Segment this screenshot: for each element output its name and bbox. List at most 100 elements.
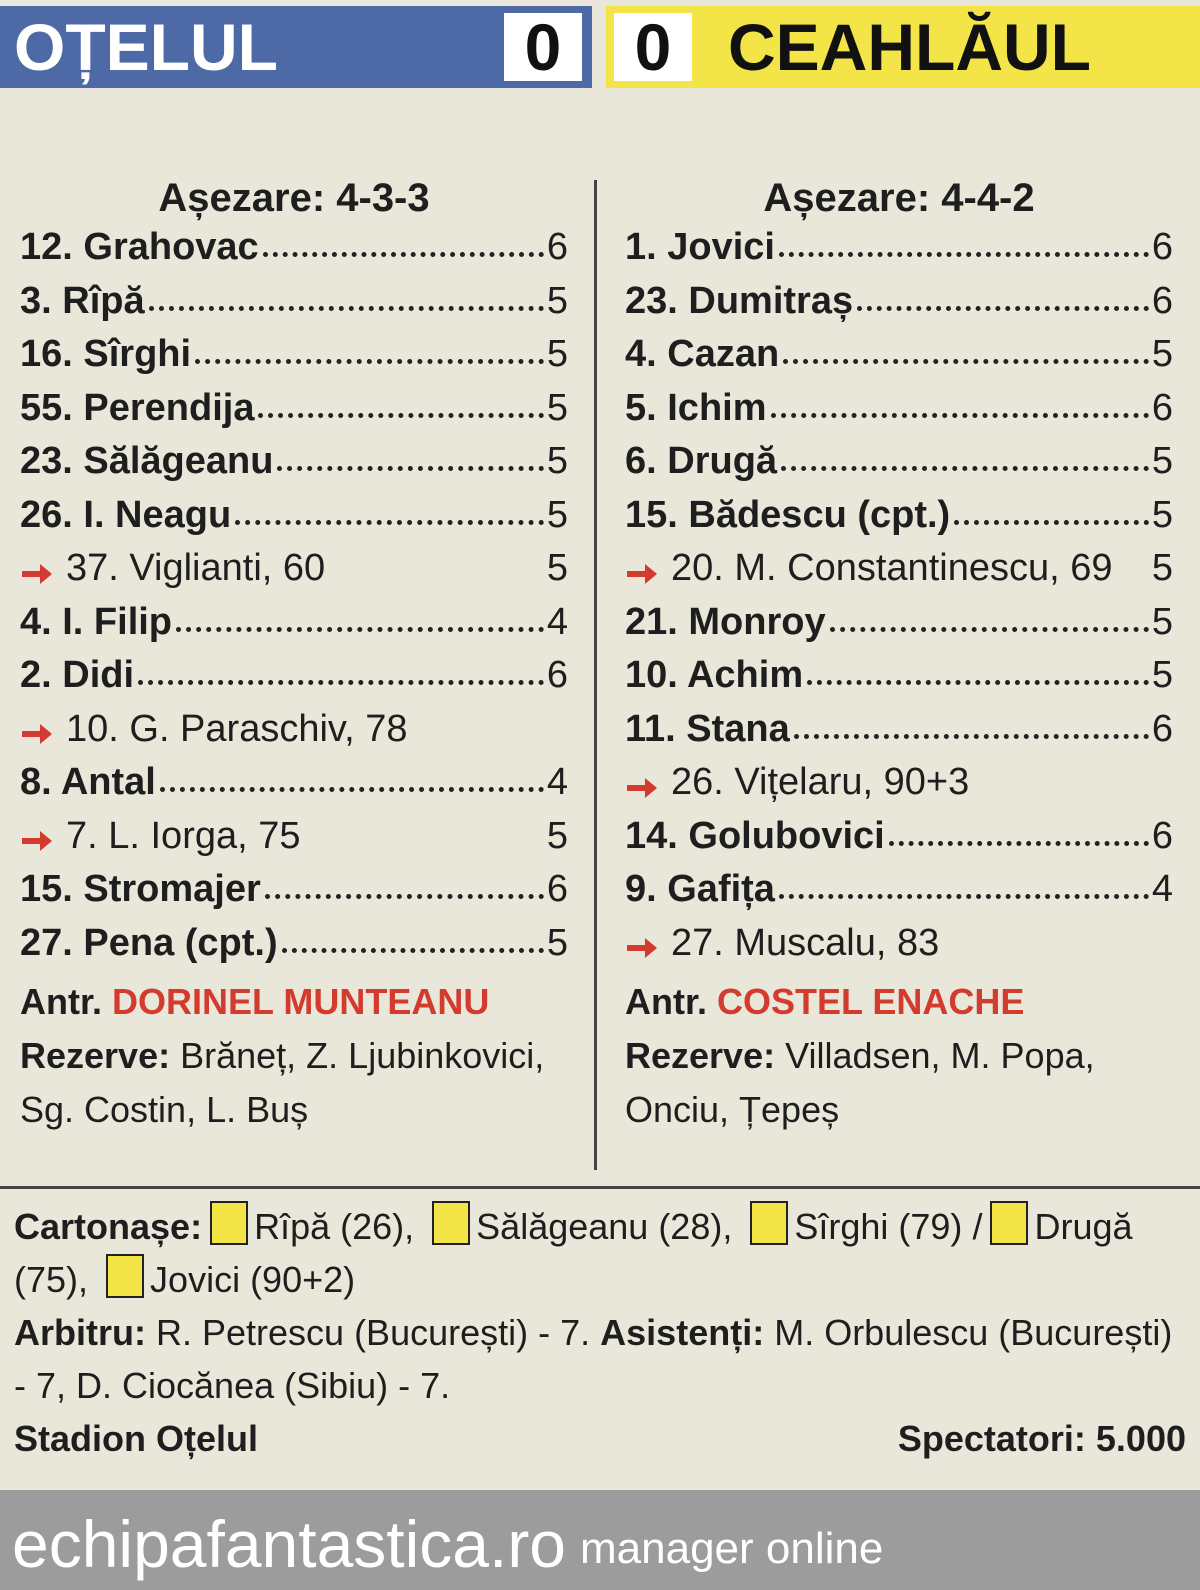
score-header: OȚELUL 0 0 CEAHLĂUL (0, 0, 1200, 90)
player-row: 12. Grahovac 6 (20, 226, 568, 280)
site: echipafantastica.ro (12, 1507, 567, 1581)
player: 15. Stromajer (20, 868, 261, 910)
coach-label: Antr. (625, 981, 708, 1022)
referee-label: Arbitru: (14, 1312, 146, 1353)
rating: 4 (1151, 868, 1173, 910)
rating: 4 (546, 761, 568, 803)
player: 27. Pena (cpt.) (20, 921, 278, 964)
dot-leader (277, 466, 544, 471)
substitute: 27. Muscalu, 83 (671, 921, 940, 964)
rating: 5 (1151, 600, 1173, 643)
player-row: 15. Stromajer 6 (20, 868, 568, 922)
rating: 5 (546, 386, 568, 429)
rating: 5 (1151, 547, 1173, 589)
player: 5. Ichim (625, 386, 767, 429)
player-row: 23. Dumitraș 6 (625, 280, 1173, 334)
reserves: Villadsen, M. Popa, Onciu, Țepeș (625, 1035, 1095, 1130)
player: 16. Sîrghi (20, 333, 192, 375)
substitute-row: 20. M. Constantinescu, 69 5 (625, 547, 1173, 601)
tagline: manager online (580, 1524, 884, 1573)
reserves-line: Rezerve: Villadsen, M. Popa, Onciu, Țepe… (625, 1029, 1173, 1137)
player: 3. Rîpă (20, 279, 145, 322)
home-score: 0 (504, 10, 582, 84)
player-row: 11. Stana 6 (625, 708, 1173, 762)
substitute: 7. L. Iorga, 75 (66, 814, 301, 857)
assistants-label: Asistenți: (600, 1312, 765, 1353)
referee: R. Petrescu (București) - 7. (156, 1312, 591, 1353)
player: 9. Gafița (625, 868, 775, 910)
dot-leader (793, 733, 1149, 739)
card-entry: Sălăgeanu (28), (476, 1206, 733, 1247)
substitute-row: 7. L. Iorga, 75 5 (20, 815, 568, 869)
substitute: 37. Viglianti, 60 (66, 547, 326, 589)
player-row: 55. Perendija 5 (20, 387, 568, 441)
player: 2. Didi (20, 654, 135, 696)
officials: Arbitru: R. Petrescu (București) - 7. As… (14, 1306, 1186, 1412)
card-entry: Rîpă (26), (254, 1206, 415, 1247)
player-row: 4. I. Filip 4 (20, 601, 568, 655)
sub-arrow (22, 724, 52, 745)
substitute-row: 26. Vițelaru, 90+3 (625, 761, 1173, 815)
dot-leader (770, 412, 1149, 418)
player-row: 21. Monroy 5 (625, 601, 1173, 655)
coach-line: Antr. COSTEL ENACHE (625, 975, 1173, 1029)
rating: 5 (1151, 493, 1173, 536)
player-row: 15. Bădescu (cpt.) 5 (625, 494, 1173, 548)
substitute: 26. Vițelaru, 90+3 (671, 761, 970, 803)
substitute-row: 37. Viglianti, 60 5 (20, 547, 568, 601)
divider (594, 180, 597, 1170)
venue-line: Stadion Oțelul Spectatori: 5.000 (14, 1412, 1186, 1465)
dot-leader (778, 894, 1149, 899)
cards: Cartonașe: Rîpă (26), Sălăgeanu (28), Sîr… (14, 1200, 1186, 1306)
dot-leader (281, 947, 544, 953)
dot-leader (148, 305, 544, 311)
match-details: Cartonașe: Rîpă (26), Sălăgeanu (28), Sîr… (14, 1200, 1186, 1465)
dot-leader (954, 519, 1149, 525)
away-lineup: Așezare: 4-4-2 1. Jovici 6 23. Dumitraș 6 4. … (625, 170, 1173, 1137)
reserves-label: Rezerve: (625, 1035, 776, 1076)
rating: 6 (1151, 279, 1173, 322)
rating: 6 (546, 226, 568, 268)
reserves: Brăneț, Z. Ljubinkovici, Sg. Costin, L. … (20, 1035, 545, 1130)
rating: 5 (546, 440, 568, 482)
rating: 5 (546, 333, 568, 375)
player: 11. Stana (625, 707, 790, 750)
card-entry: Jovici (90+2) (150, 1259, 356, 1300)
player-row: 26. I. Neagu 5 (20, 494, 568, 548)
rating: 5 (546, 814, 568, 857)
yellow-card (210, 1201, 249, 1245)
cards-label: Cartonașe: (14, 1206, 203, 1247)
brand-bar: echipafantastica.ro manager online (0, 1490, 1200, 1590)
dot-leader (235, 519, 544, 525)
sub-arrow (22, 831, 52, 852)
rule (0, 1186, 1200, 1189)
away-score: 0 (614, 10, 692, 84)
formation: Așezare: 4-3-3 (158, 176, 430, 220)
substitute-row: 10. G. Paraschiv, 78 (20, 708, 568, 762)
player: 6. Drugă (625, 440, 778, 482)
rating: 5 (1151, 440, 1173, 482)
rating: 6 (546, 868, 568, 910)
yellow-card (750, 1201, 789, 1245)
player-row: 23. Sălăgeanu 5 (20, 440, 568, 494)
player: 23. Sălăgeanu (20, 440, 274, 482)
player-row: 8. Antal 4 (20, 761, 568, 815)
card-entry: Sîrghi (79) (794, 1206, 963, 1247)
rating: 6 (1151, 386, 1173, 429)
dot-leader (783, 359, 1149, 364)
player: 26. I. Neagu (20, 493, 232, 536)
coach: DORINEL MUNTEANU (112, 981, 490, 1022)
player: 10. Achim (625, 654, 804, 696)
dot-leader (264, 894, 544, 899)
home-bar: OȚELUL 0 (0, 6, 592, 88)
dot-leader (176, 626, 544, 632)
player: 1. Jovici (625, 226, 775, 268)
yellow-card (990, 1201, 1029, 1245)
reserves-label: Rezerve: (20, 1035, 171, 1076)
home-team: OȚELUL (14, 10, 278, 84)
substitute-row: 27. Muscalu, 83 (625, 922, 1173, 976)
player-row: 4. Cazan 5 (625, 333, 1173, 387)
stadium: Stadion Oțelul (14, 1418, 259, 1459)
